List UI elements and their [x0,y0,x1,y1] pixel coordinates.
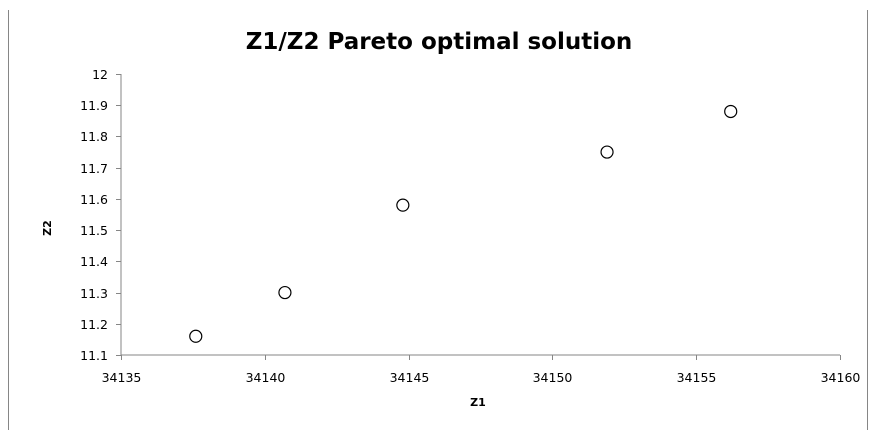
x-tick-label: 34145 [390,370,430,385]
x-tick-label: 34150 [533,370,573,385]
chart-frame [8,10,868,430]
x-tick-label: 34160 [821,370,861,385]
y-tick-label: 11.8 [80,129,108,144]
data-point [724,104,738,119]
y-tick-label: 11.5 [80,223,108,238]
y-tick-label: 11.6 [80,192,108,207]
data-point [189,329,203,343]
y-tick-label: 11.9 [80,98,108,113]
data-point [396,198,410,212]
x-tick-label: 34135 [102,370,142,385]
chart-title: Z1/Z2 Pareto optimal solution [246,29,633,55]
y-tick-label: 11.7 [80,161,108,176]
y-tick-label: 11.1 [80,348,108,363]
y-axis-ticks: 11.1 11.2 11.3 11.4 11.5 11.6 11.7 11.8 11.9 12 [80,67,121,363]
x-axis-title: Z1 [470,396,486,409]
data-point [600,145,614,159]
y-tick-label: 11.2 [80,317,108,332]
y-tick-label: 11.4 [80,254,108,269]
y-tick-label: 11.3 [80,286,108,301]
x-tick-label: 34155 [677,370,717,385]
data-points [189,104,738,343]
data-point [278,285,292,300]
y-tick-label: 12 [92,67,108,82]
y-axis-title: Z2 [41,220,54,236]
chart-axes [120,74,840,356]
x-tick-label: 34140 [246,370,286,385]
x-axis-ticks: 34135 34140 34145 34150 34155 34160 [102,355,861,385]
